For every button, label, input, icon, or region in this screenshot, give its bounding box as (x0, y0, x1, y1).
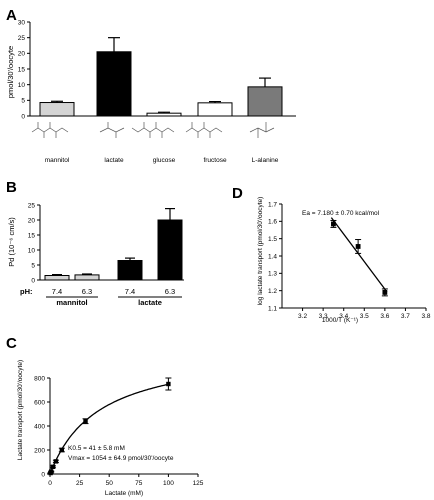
panel-b-ph-value: 7.4 (125, 287, 135, 296)
fructose-structure (185, 122, 223, 138)
panel-c-data-point (48, 469, 54, 474)
panel-d-y-tick-label: 1.6 (268, 219, 277, 226)
panel-b-y-tick-label: 20 (28, 217, 36, 224)
panel-b-group-label: lactate (138, 298, 162, 307)
panel-a-category-label: fructose (203, 157, 227, 164)
panel-c-xlabel: Lactate (mM) (105, 490, 143, 497)
panel-c-vmax-annotation: Vmax = 1054 ± 64.9 pmol/30'/oocyte (68, 455, 174, 462)
glucose-structure (131, 122, 175, 138)
panel-c-data-point (166, 381, 171, 387)
panel-a-bar (96, 51, 132, 117)
panel-a-y-tick-label: 0 (21, 113, 25, 120)
panel-d-data-point (382, 290, 388, 295)
panel-a-bar (197, 102, 233, 117)
panel-b-y-tick-label: 0 (31, 277, 35, 284)
panel-b-y-tick-label: 10 (28, 247, 36, 254)
panel-c-y-tick-label: 0 (41, 471, 45, 478)
panel-c-chart: Lactate transport (pmol/30'/oocyte) Lact… (17, 360, 204, 497)
panel-c-y-tick-label: 600 (34, 399, 45, 406)
panel-a-y-tick-label: 5 (21, 98, 25, 105)
panel-a-bar (247, 86, 283, 117)
panel-b-ph-value: 6.3 (82, 287, 92, 296)
panel-c-data-point (50, 464, 56, 469)
panel-a-bar (39, 102, 75, 117)
panel-b-y-tick-label: 25 (28, 202, 36, 209)
panel-d-y-tick-label: 1.4 (268, 253, 277, 260)
panel-d-x-tick-label: 3.7 (401, 313, 410, 320)
panel-a-y-tick-label: 25 (18, 35, 26, 42)
panel-d-chart: log lactate transport (pmol/30'/oocyte) … (257, 197, 431, 324)
mannitol-structure (31, 122, 69, 138)
panel-d-annotation: Ea = 7.180 ± 0.70 kcal/mol (302, 210, 380, 217)
panel-a-category-label: L-alanine (252, 157, 279, 164)
chemical-structures (31, 122, 275, 138)
panel-d-y-tick-label: 1.5 (268, 236, 277, 243)
panel-b-bar (157, 219, 183, 281)
panel-b-bar (74, 274, 100, 281)
panel-b-ph-value: 6.3 (165, 287, 175, 296)
panel-a-y-tick-label: 30 (18, 19, 26, 26)
panel-c-data-point (83, 419, 88, 424)
panel-c-data-point (59, 447, 65, 453)
panel-d-xlabel: 1000/T (K⁻¹) (322, 317, 358, 324)
panel-d-x-tick-label: 3.6 (380, 313, 389, 320)
panel-d-ylabel: log lactate transport (pmol/30'/oocyte) (257, 197, 264, 306)
panel-d-x-tick-label: 3.2 (298, 313, 307, 320)
panel-d-x-tick-label: 3.8 (421, 313, 430, 320)
panel-c-y-tick-label: 200 (34, 447, 45, 454)
panel-b-bar (117, 260, 143, 281)
panel-a-category-label: mannitol (45, 157, 70, 164)
panel-a-chart: pmol/30'/oocyte 0 5 10 15 20 25 30 mannitol lac… (6, 19, 296, 164)
panel-c-data-point (53, 459, 59, 464)
panel-d-y-tick-label: 1.2 (268, 288, 277, 295)
panel-letter-b: B (6, 179, 17, 196)
panel-d-y-tick-label: 1.1 (268, 305, 277, 312)
panel-b-chart: Pd (10⁻⁶ cm/s) 0 5 10 15 20 25 7.4 6.3 7.4 6.3 pH… (7, 202, 184, 307)
panel-c-x-tick-label: 125 (193, 480, 204, 487)
panel-c-km-annotation: K0.5 = 41 ± 5.8 mM (68, 445, 125, 452)
panel-c-y-tick-label: 400 (34, 423, 45, 430)
panel-a-ylabel: pmol/30'/oocyte (6, 46, 15, 98)
panel-c-fit-curve (49, 383, 169, 475)
panel-d-x-tick-label: 3.5 (360, 313, 369, 320)
panel-a-y-tick-label: 10 (18, 82, 26, 89)
panel-d-fit-line (330, 217, 388, 293)
panel-a-y-tick-label: 20 (18, 51, 26, 58)
panel-a-bar (146, 112, 182, 117)
panel-c-x-tick-label: 75 (135, 480, 143, 487)
lactate-structure (99, 122, 125, 138)
panel-d-x-tick-label: 3.4 (339, 313, 348, 320)
panel-letter-a: A (6, 7, 17, 24)
panel-letter-d: D (232, 185, 243, 202)
panel-b-ylabel: Pd (10⁻⁶ cm/s) (7, 217, 16, 267)
panel-b-ph-label: pH: (20, 287, 33, 296)
panel-c-x-tick-label: 0 (48, 480, 52, 487)
panel-letter-c: C (6, 335, 17, 352)
panel-a-category-label: lactate (104, 157, 124, 164)
panel-b-y-tick-label: 15 (28, 232, 36, 239)
panel-a-y-tick-label: 15 (18, 66, 26, 73)
panel-d-data-point (355, 244, 361, 249)
panel-a-category-label: glucose (153, 157, 176, 164)
panel-c-x-tick-label: 25 (76, 480, 84, 487)
panel-c-ylabel: Lactate transport (pmol/30'/oocyte) (17, 360, 24, 460)
panel-b-bar (44, 275, 70, 281)
panel-c-x-tick-label: 100 (163, 480, 174, 487)
panel-d-y-tick-label: 1.3 (268, 271, 277, 278)
panel-c-y-tick-label: 800 (34, 375, 45, 382)
panel-c-x-tick-label: 50 (106, 480, 114, 487)
alanine-structure (249, 122, 275, 138)
panel-d-data-point (331, 221, 336, 227)
panel-d-x-tick-label: 3.3 (319, 313, 328, 320)
panel-d-y-tick-label: 1.7 (268, 201, 277, 208)
panel-b-group-label: mannitol (56, 298, 87, 307)
panel-b-ph-value: 7.4 (52, 287, 62, 296)
panel-b-y-tick-label: 5 (31, 262, 35, 269)
